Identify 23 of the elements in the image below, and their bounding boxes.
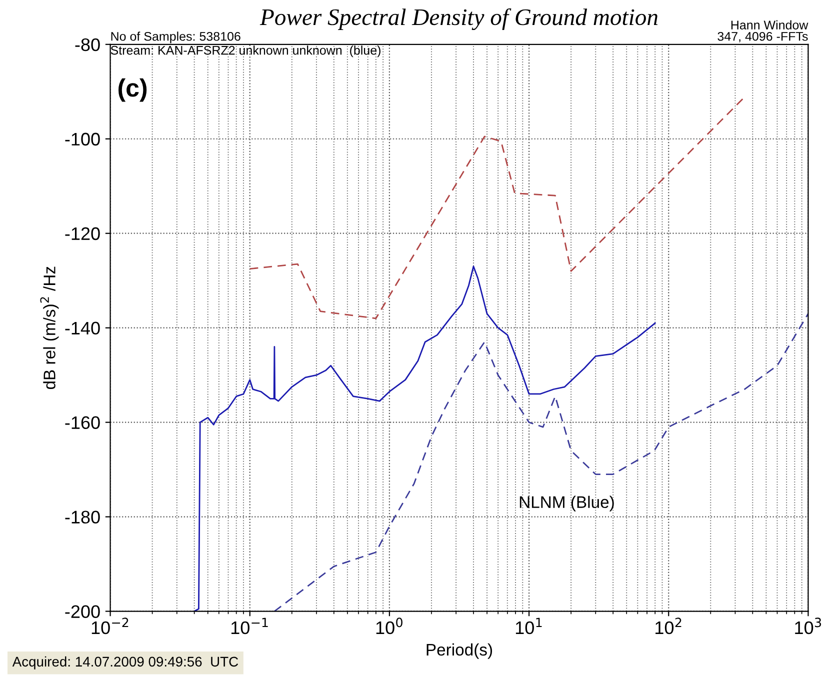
y-tick-label: -200 bbox=[65, 605, 100, 618]
text: No of Samples: 538106 bbox=[111, 32, 240, 44]
x-tick-label: 10$^{3}$ bbox=[795, 618, 822, 634]
y-tick-label: -100 bbox=[65, 132, 100, 146]
text: 347, 4096 -FFTs bbox=[718, 32, 808, 42]
y-tick-label: -140 bbox=[65, 322, 100, 335]
y-axis-title: dB rel (m/s)$^{2}$ /Hz bbox=[40, 266, 59, 390]
y-tick-label: -180 bbox=[65, 510, 100, 524]
x-tick-label: 10$^{0}$ bbox=[376, 618, 402, 634]
y-tick-label: -120 bbox=[65, 227, 100, 240]
text: Hann Window bbox=[731, 20, 808, 30]
x-tick-label: 10$^{2}$ bbox=[656, 618, 682, 634]
x-tick-label: 10$^{1}$ bbox=[516, 618, 542, 634]
annotation: (c) bbox=[118, 78, 147, 102]
y-tick-label: -80 bbox=[75, 38, 100, 52]
x-tick-label: 10$^{−1}$ bbox=[231, 618, 268, 634]
annotation: Stream: KAN-AFSRZ2 unknown unknown (blue) bbox=[110, 46, 380, 58]
x-tick-label: 10$^{−2}$ bbox=[92, 618, 128, 634]
annotation: NLNM (Blue) bbox=[520, 496, 614, 512]
x-axis-title: Period(s) bbox=[426, 643, 492, 659]
text: Acquired: 14.07.2009 09:49:56 UTC bbox=[12, 656, 238, 670]
y-tick-label: -160 bbox=[65, 416, 100, 430]
chart-title: Power Spectral Density of Ground motion bbox=[260, 8, 658, 30]
